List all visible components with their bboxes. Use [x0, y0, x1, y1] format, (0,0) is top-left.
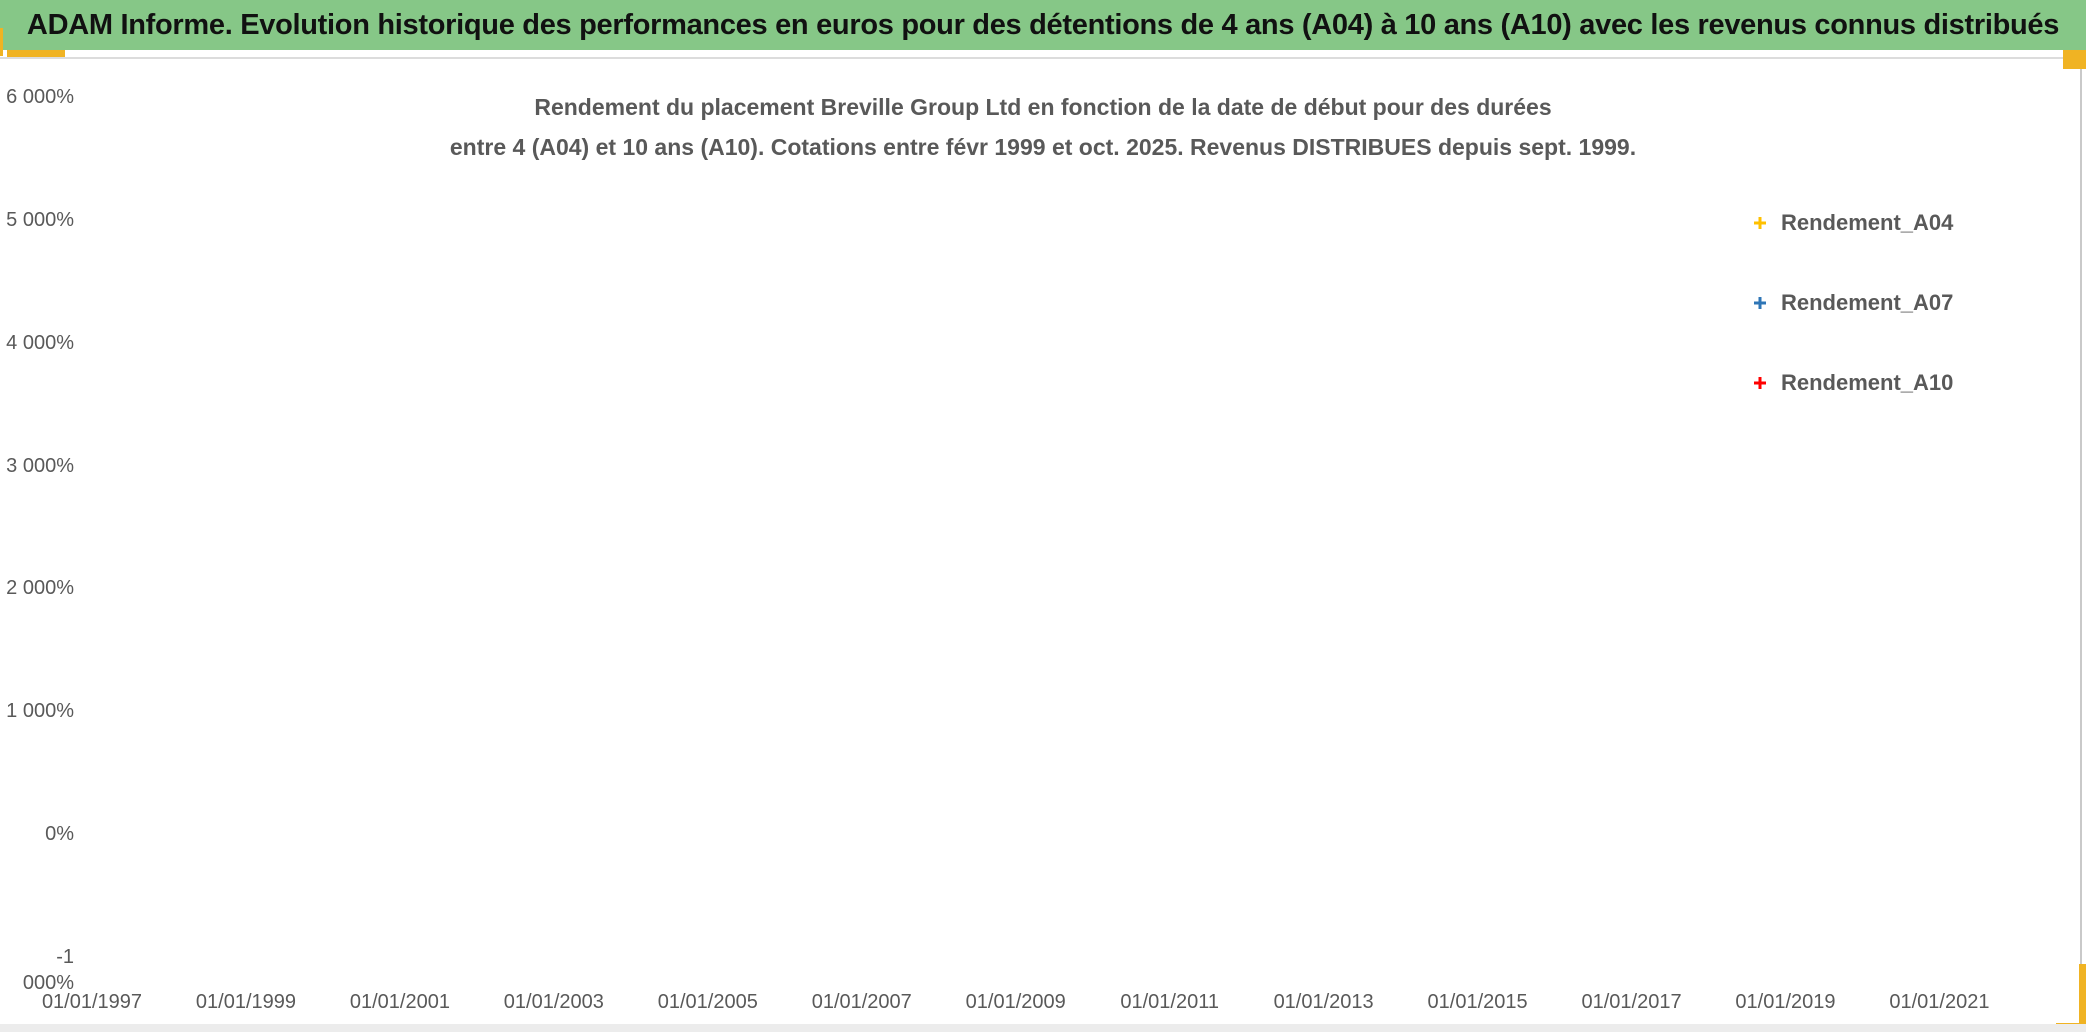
- y-axis-label: -1 000%: [22, 946, 74, 994]
- legend-label: Rendement_A04: [1781, 210, 1954, 235]
- x-axis-label: 01/01/2007: [811, 991, 912, 1013]
- page-title: ADAM Informe. Evolution historique des p…: [26, 8, 2060, 41]
- plus-marker-icon: [1754, 377, 1766, 389]
- gold-accent-right-bottom: [2079, 964, 2086, 1032]
- y-axis-label: 2 000%: [6, 577, 74, 600]
- y-axis-label: 0%: [45, 823, 74, 846]
- chart-card: [0, 57, 2082, 1026]
- y-axis-label: 6 000%: [6, 86, 74, 108]
- gold-accent-top-right: [2063, 50, 2086, 69]
- y-axis-label: 5 000%: [6, 208, 74, 231]
- x-axis-label: 01/01/2019: [1735, 991, 1836, 1013]
- bottom-strip: [0, 1024, 2086, 1032]
- legend-item-rendement_a04[interactable]: Rendement_A04: [1752, 207, 1953, 239]
- gold-accent-left-edge: [0, 28, 3, 56]
- plus-marker-icon: [1754, 297, 1766, 309]
- x-axis-label: 01/01/2009: [965, 991, 1066, 1013]
- legend-label: Rendement_A10: [1781, 370, 1954, 395]
- x-axis-label: 01/01/2021: [1889, 991, 1990, 1013]
- y-axis-label: 4 000%: [6, 331, 74, 354]
- plus-marker-icon: [1754, 217, 1766, 229]
- y-axis-label: 1 000%: [6, 700, 74, 723]
- legend-label: Rendement_A07: [1781, 290, 1954, 315]
- gold-accent-top-left: [7, 50, 65, 57]
- chart-title-line-2: entre 4 (A04) et 10 ans (A10). Cotations…: [449, 134, 1637, 160]
- x-axis-label: 01/01/1999: [195, 991, 296, 1013]
- x-axis-label: 01/01/1997: [41, 991, 143, 1013]
- x-axis-label: 01/01/2001: [349, 991, 450, 1013]
- y-axis-label: 3 000%: [6, 454, 74, 477]
- x-axis-label: 01/01/2003: [503, 991, 604, 1013]
- chart-title-line-1: Rendement du placement Breville Group Lt…: [534, 94, 1552, 120]
- x-axis-label: 01/01/2015: [1427, 991, 1528, 1013]
- x-axis-label: 01/01/2017: [1581, 991, 1682, 1013]
- legend-item-rendement_a10[interactable]: Rendement_A10: [1752, 367, 1953, 399]
- x-axis-label: 01/01/2005: [657, 991, 758, 1013]
- x-axis-label: 01/01/2013: [1273, 991, 1374, 1013]
- legend-item-rendement_a07[interactable]: Rendement_A07: [1752, 287, 1953, 319]
- x-axis-label: 01/01/2011: [1120, 991, 1219, 1013]
- header-banner: ADAM Informe. Evolution historique des p…: [0, 0, 2086, 50]
